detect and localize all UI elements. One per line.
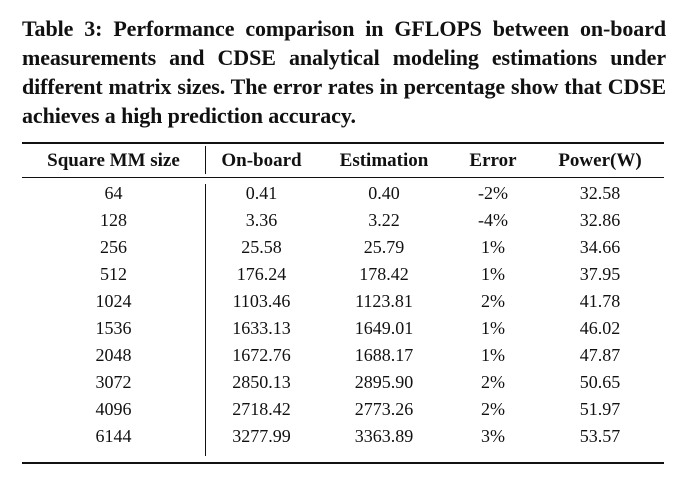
table-cell-power: 37.95 xyxy=(579,264,621,284)
table-row: 4096 2718.42 2773.26 2% 51.97 xyxy=(22,396,664,423)
table-cell-size: 3072 xyxy=(95,372,132,392)
table-cell-estimation: 25.79 xyxy=(363,237,405,257)
table-cell-power: 32.58 xyxy=(579,183,621,203)
table-cell-power: 32.86 xyxy=(579,210,621,230)
table-row: 64 0.41 0.40 -2% 32.58 xyxy=(22,177,664,207)
table-cell-onboard: 25.58 xyxy=(241,237,282,257)
table-cell-onboard: 2718.42 xyxy=(232,399,291,419)
performance-table: Square MM size On-board Estimation Error… xyxy=(22,144,664,450)
table-cell-onboard: 0.41 xyxy=(245,183,278,203)
table-cell-size: 6144 xyxy=(95,426,132,446)
table-cell-error: 2% xyxy=(481,372,505,392)
table-cell-onboard: 1672.76 xyxy=(232,345,291,365)
table-row: 2048 1672.76 1688.17 1% 47.87 xyxy=(22,342,664,369)
table-cell-onboard: 2850.13 xyxy=(232,372,291,392)
table-cell-estimation: 1688.17 xyxy=(354,345,414,365)
table-row: 256 25.58 25.79 1% 34.66 xyxy=(22,234,664,261)
table-cell-size: 128 xyxy=(100,210,127,230)
table-cell-estimation: 2773.26 xyxy=(354,399,414,419)
bottom-rule xyxy=(22,462,664,464)
table-cell-estimation: 178.42 xyxy=(359,264,409,284)
table-cell-power: 34.66 xyxy=(579,237,621,257)
table-cell-error: -4% xyxy=(478,210,508,230)
table-cell-size: 256 xyxy=(100,237,127,257)
table-cell-estimation: 3.22 xyxy=(368,210,400,230)
table-cell-error: 3% xyxy=(481,426,505,446)
table-cell-onboard: 3.36 xyxy=(245,210,278,230)
table-row: 128 3.36 3.22 -4% 32.86 xyxy=(22,207,664,234)
header-row: Square MM size On-board Estimation Error… xyxy=(22,144,664,177)
table-cell-error: 2% xyxy=(481,291,505,311)
table-cell-estimation: 1649.01 xyxy=(354,318,414,338)
table-cell-error: 2% xyxy=(481,399,505,419)
table-cell-onboard: 1633.13 xyxy=(232,318,291,338)
table-cell-estimation: 1123.81 xyxy=(355,291,413,311)
top-rule xyxy=(22,142,664,144)
table-caption: Table 3: Performance comparison in GFLOP… xyxy=(22,16,666,128)
table-cell-onboard: 1103.46 xyxy=(232,291,291,311)
table-cell-estimation: 2895.90 xyxy=(354,372,414,392)
table-cell-error: 1% xyxy=(481,318,505,338)
column-divider-body xyxy=(205,184,206,456)
table-cell-error: 1% xyxy=(481,345,505,365)
table-cell-power: 41.78 xyxy=(579,291,621,311)
table-row: 512 176.24 178.42 1% 37.95 xyxy=(22,261,664,288)
table-cell-size: 512 xyxy=(100,264,127,284)
table-cell-onboard: 176.24 xyxy=(236,264,287,284)
header-cell-estimation: Estimation xyxy=(339,149,429,171)
header-rule xyxy=(22,177,664,178)
table-cell-power: 46.02 xyxy=(579,318,621,338)
table-cell-power: 50.65 xyxy=(579,372,621,392)
table-cell-estimation: 0.40 xyxy=(368,183,400,203)
table-row: 6144 3277.99 3363.89 3% 53.57 xyxy=(22,423,664,450)
table-cell-size: 1536 xyxy=(95,318,132,338)
header-cell-error: Error xyxy=(469,149,517,171)
table-cell-error: -2% xyxy=(478,183,508,203)
header-cell-power: Power(W) xyxy=(558,149,642,171)
table-cell-size: 4096 xyxy=(95,399,132,419)
table-cell-size: 1024 xyxy=(95,291,132,311)
table-cell-estimation: 3363.89 xyxy=(354,426,414,446)
table-cell-size: 2048 xyxy=(95,345,132,365)
table-cell-power: 47.87 xyxy=(579,345,621,365)
table-cell-onboard: 3277.99 xyxy=(232,426,291,446)
table-cell-power: 53.57 xyxy=(579,426,621,446)
table-row: 1024 1103.46 1123.81 2% 41.78 xyxy=(22,288,664,315)
table-cell-power: 51.97 xyxy=(579,399,621,419)
table-cell-error: 1% xyxy=(481,264,505,284)
table-cell-error: 1% xyxy=(481,237,505,257)
table-row: 3072 2850.13 2895.90 2% 50.65 xyxy=(22,369,664,396)
table-row: 1536 1633.13 1649.01 1% 46.02 xyxy=(22,315,664,342)
header-cell-size: Square MM size xyxy=(47,149,180,171)
column-divider-header xyxy=(205,146,206,174)
table-body: 64 0.41 0.40 -2% 32.58 128 3.36 3.22 -4% 32.86 256… xyxy=(22,177,664,450)
table-cell-size: 64 xyxy=(104,183,123,203)
header-cell-onboard: On-board xyxy=(221,149,302,171)
